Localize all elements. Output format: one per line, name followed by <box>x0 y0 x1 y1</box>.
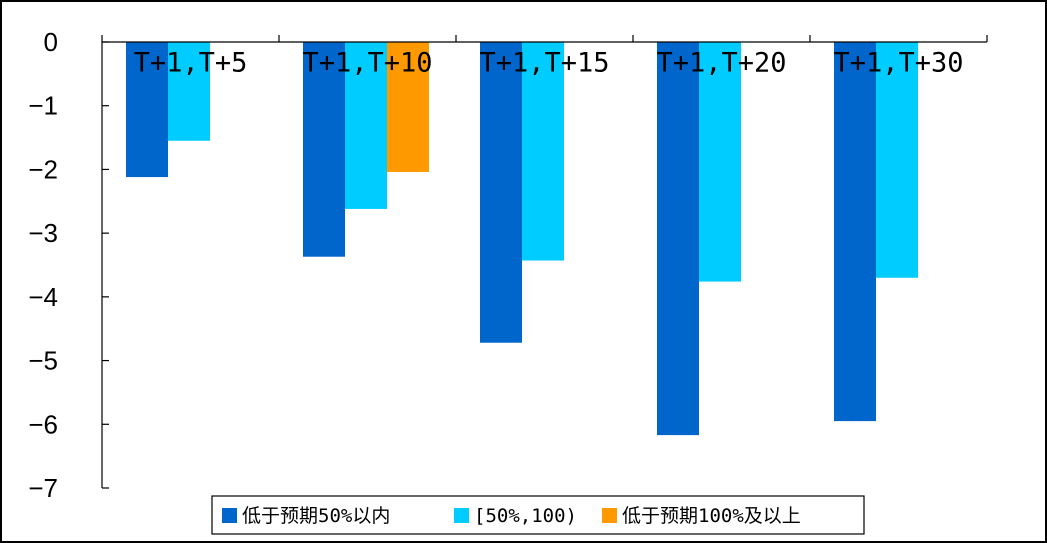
legend-box <box>211 495 865 535</box>
category-label: T+1,T+30 <box>833 48 963 79</box>
y-tick-label: −1 <box>28 91 58 121</box>
bar-s2-4 <box>699 42 741 282</box>
axes-group <box>101 35 988 489</box>
bar-s1-1 <box>126 42 168 178</box>
legend-swatch <box>222 508 237 523</box>
y-tick-label: 0 <box>44 27 58 57</box>
bars-group <box>126 42 918 436</box>
category-labels: T+1,T+5 T+1,T+10 T+1,T+15 T+1,T+20 T+1,T+30 <box>134 48 964 79</box>
bar-s1-3 <box>480 42 522 343</box>
bar-s3-2 <box>387 42 429 172</box>
category-label: T+1,T+20 <box>656 48 786 79</box>
y-tick-label: −5 <box>28 346 58 376</box>
category-label: T+1,T+10 <box>302 48 432 79</box>
legend-swatch <box>454 508 469 523</box>
legend-label: [50%,100) <box>474 505 577 527</box>
bar-s1-5 <box>834 42 876 422</box>
bar-s2-5 <box>876 42 918 278</box>
bar-s1-2 <box>303 42 345 257</box>
bar-s2-2 <box>345 42 387 209</box>
legend-label: 低于预期50%以内 <box>242 505 390 527</box>
bar-s2-3 <box>522 42 564 261</box>
y-tick-label: −3 <box>28 218 58 248</box>
bar-s2-1 <box>168 42 210 141</box>
legend-swatch <box>602 508 617 523</box>
legend: 低于预期50%以内 [50%,100) 低于预期100%及以上 <box>211 495 865 535</box>
y-tick-label: −4 <box>28 282 58 312</box>
bar-s1-4 <box>657 42 699 436</box>
y-tick-label: −6 <box>28 409 58 439</box>
y-tick-labels: 0 −1 −2 −3 −4 −5 −6 −7 <box>28 27 58 503</box>
y-tick-label: −2 <box>28 154 58 184</box>
legend-label: 低于预期100%及以上 <box>622 505 801 527</box>
category-label: T+1,T+5 <box>134 48 248 79</box>
y-tick-label: −7 <box>28 473 58 503</box>
category-label: T+1,T+15 <box>479 48 609 79</box>
